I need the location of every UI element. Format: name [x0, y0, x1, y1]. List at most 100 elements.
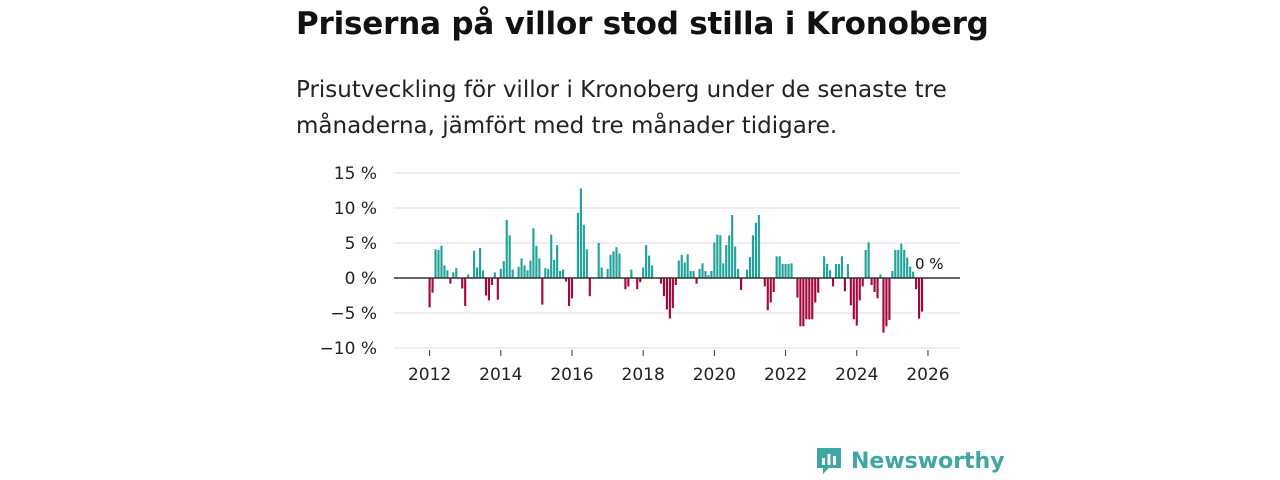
bar	[446, 270, 449, 278]
newsworthy-logo-icon	[817, 448, 841, 474]
bar	[686, 254, 689, 278]
bar	[891, 271, 894, 278]
bar	[627, 278, 630, 287]
y-tick-label: 15 %	[334, 164, 377, 184]
bar	[464, 278, 467, 306]
bar	[600, 267, 603, 278]
bar	[499, 268, 502, 278]
bar	[526, 270, 529, 278]
bar	[550, 234, 553, 278]
bar	[473, 250, 476, 278]
bar	[544, 268, 547, 278]
bar	[787, 264, 790, 278]
bar	[728, 235, 731, 278]
bar	[802, 278, 805, 327]
bar	[529, 260, 532, 278]
bar	[917, 278, 921, 319]
bar	[434, 249, 437, 278]
bar	[915, 278, 918, 290]
bar	[719, 235, 722, 278]
bar	[894, 250, 897, 278]
bar	[559, 271, 562, 278]
bar	[710, 271, 713, 278]
bar	[567, 278, 571, 306]
bar	[585, 249, 588, 278]
x-axis: 2012 2014 2016 2018 2020 2022 2024 2026	[408, 350, 950, 385]
bar	[523, 265, 526, 278]
bar	[912, 271, 915, 278]
bar	[882, 278, 885, 333]
bar	[751, 235, 755, 278]
bar	[766, 278, 769, 311]
bar	[885, 278, 888, 327]
bar	[556, 245, 559, 278]
bar	[808, 278, 811, 320]
bar	[674, 278, 677, 285]
bar	[707, 275, 710, 278]
bar	[564, 278, 568, 282]
bar	[437, 250, 440, 278]
bar	[817, 278, 820, 293]
bar	[431, 278, 434, 293]
bars	[428, 188, 924, 333]
bar	[692, 271, 695, 278]
y-tick-label: 10 %	[334, 199, 377, 219]
y-tick-label: 5 %	[345, 234, 377, 254]
bar	[683, 262, 686, 278]
bar	[547, 268, 550, 278]
bar	[662, 278, 666, 297]
bar	[870, 278, 873, 285]
bar	[467, 274, 470, 278]
bar	[855, 278, 858, 326]
x-tick-label: 2020	[693, 365, 736, 385]
bar	[873, 278, 876, 292]
x-tick-label: 2026	[906, 365, 949, 385]
bar	[879, 274, 882, 278]
bar	[597, 243, 600, 278]
y-axis-ticks: 15 % 10 % 5 % 0 % −5 % −10 %	[320, 164, 377, 359]
bar	[665, 278, 668, 310]
bar	[428, 278, 431, 308]
grid-lines	[394, 172, 960, 349]
bar	[520, 258, 523, 278]
bar	[858, 278, 861, 301]
bar	[612, 251, 615, 278]
bar	[909, 266, 912, 278]
bar	[775, 256, 778, 278]
bar	[645, 245, 648, 278]
bar	[517, 266, 520, 278]
bar	[834, 264, 838, 278]
bar	[740, 278, 743, 290]
bar	[781, 264, 784, 278]
bar	[713, 242, 716, 278]
bar	[704, 271, 707, 278]
bar	[734, 246, 737, 278]
bar	[823, 256, 826, 278]
bar	[745, 269, 749, 278]
bar	[496, 278, 499, 300]
bar	[695, 278, 698, 284]
bar	[784, 264, 787, 278]
bar	[642, 267, 645, 278]
bar	[609, 254, 612, 278]
bar	[541, 278, 544, 305]
bar	[722, 263, 725, 278]
bar	[671, 278, 674, 309]
bar	[849, 278, 852, 306]
bar	[588, 278, 591, 297]
bar	[668, 278, 671, 319]
bar	[903, 250, 906, 278]
bar	[805, 278, 808, 320]
bar	[475, 267, 479, 278]
bar	[790, 263, 793, 278]
newsworthy-logo[interactable]: Newsworthy	[815, 446, 1005, 476]
bar	[716, 234, 719, 278]
bar	[796, 278, 799, 298]
bar	[725, 245, 728, 278]
bar	[606, 268, 609, 278]
x-tick-label: 2016	[550, 365, 593, 385]
bar	[906, 257, 909, 278]
bar	[452, 272, 455, 278]
bar	[511, 269, 514, 278]
bar	[624, 278, 627, 290]
